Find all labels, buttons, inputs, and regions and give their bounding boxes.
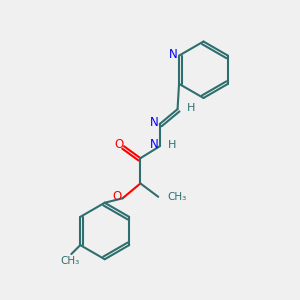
Text: N: N xyxy=(150,138,159,151)
Text: H: H xyxy=(168,140,176,150)
Text: N: N xyxy=(169,48,178,61)
Text: CH₃: CH₃ xyxy=(60,256,80,266)
Text: O: O xyxy=(114,138,123,151)
Text: N: N xyxy=(150,116,159,129)
Text: O: O xyxy=(112,190,122,203)
Text: CH₃: CH₃ xyxy=(167,192,186,202)
Text: H: H xyxy=(187,103,195,112)
